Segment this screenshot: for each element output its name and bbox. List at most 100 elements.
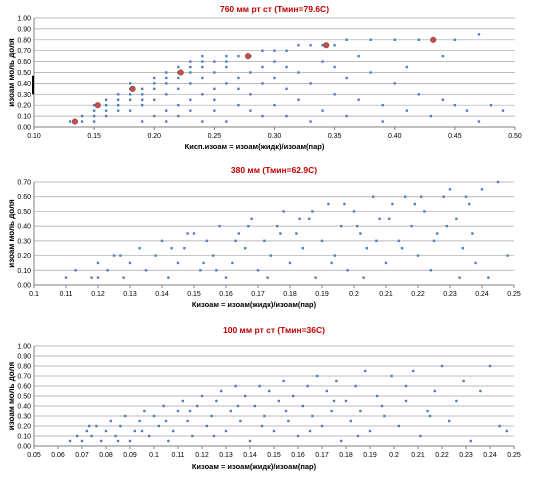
data-point xyxy=(128,439,132,443)
data-point xyxy=(218,224,221,228)
data-point xyxy=(80,114,84,118)
data-point xyxy=(413,202,416,206)
data-point xyxy=(253,404,256,408)
x-tick-label: 0.13 xyxy=(219,452,233,459)
data-point xyxy=(85,429,88,433)
data-point xyxy=(261,49,264,52)
data-point xyxy=(109,419,112,423)
data-point xyxy=(436,232,439,235)
data-point xyxy=(400,247,404,250)
data-point xyxy=(189,98,192,101)
data-point xyxy=(404,195,407,198)
data-point xyxy=(288,261,292,265)
data-point xyxy=(92,104,96,107)
data-point xyxy=(354,384,357,388)
data-point xyxy=(335,379,338,383)
data-point xyxy=(388,217,391,220)
data-point xyxy=(116,93,120,96)
data-point xyxy=(181,399,184,403)
x-tick-label: 0.19 xyxy=(315,291,329,298)
data-point xyxy=(256,269,260,272)
data-point xyxy=(167,276,170,279)
data-point xyxy=(237,54,240,58)
data-point xyxy=(277,399,280,403)
data-point xyxy=(177,65,180,69)
y-axis-label: изоам моль доля xyxy=(7,199,16,268)
x-tick-label: 0.40 xyxy=(388,133,402,140)
y-tick-label: 0.60 xyxy=(17,59,31,66)
x-tick-label: 0.07 xyxy=(75,452,89,459)
data-point xyxy=(112,254,116,257)
data-point xyxy=(80,120,84,123)
data-point xyxy=(325,389,328,393)
x-tick-label: 0.11 xyxy=(171,452,184,459)
y-tick-label: 0.20 xyxy=(17,424,31,431)
data-point xyxy=(100,439,103,443)
data-point xyxy=(321,44,324,47)
y-tick-label: 0.00 xyxy=(17,125,31,132)
data-point xyxy=(309,120,312,123)
data-point xyxy=(352,210,356,213)
data-point xyxy=(464,195,468,198)
data-point xyxy=(448,419,451,423)
data-point xyxy=(116,104,120,107)
data-point xyxy=(144,269,148,272)
y-tick-label: 0.90 xyxy=(17,354,31,361)
y-tick-label: 0.60 xyxy=(17,194,31,201)
data-point xyxy=(160,239,164,243)
data-point xyxy=(391,202,394,206)
data-point xyxy=(205,424,208,428)
data-point xyxy=(68,439,72,443)
x-axis-label: Кисп.изоам = изоам(жидк)/изоам(пар) xyxy=(185,142,325,151)
data-point xyxy=(205,239,208,243)
data-point xyxy=(244,247,247,250)
data-point xyxy=(189,109,192,112)
data-point xyxy=(138,247,141,250)
data-point xyxy=(129,82,132,85)
data-point xyxy=(506,254,509,257)
data-point xyxy=(258,384,261,388)
data-point xyxy=(148,434,151,438)
highlight-point xyxy=(129,85,136,92)
data-point xyxy=(477,120,481,123)
data-point xyxy=(96,276,100,279)
data-point xyxy=(297,44,300,47)
data-point xyxy=(164,419,168,423)
chart-760-svg: 0.000.100.200.300.400.500.600.700.800.90… xyxy=(7,4,522,151)
data-point xyxy=(381,120,384,123)
x-tick-label: 0.14 xyxy=(243,452,257,459)
y-tick-label: 0.70 xyxy=(17,48,31,55)
data-point xyxy=(225,65,228,69)
y-tick-label: 0.90 xyxy=(17,26,31,33)
x-tick-label: 0.11 xyxy=(59,291,72,298)
data-point xyxy=(215,399,218,403)
y-tick-label: 0.50 xyxy=(17,394,31,401)
data-point xyxy=(416,254,420,257)
x-tick-label: 0.18 xyxy=(283,291,297,298)
data-point xyxy=(92,109,96,112)
data-point xyxy=(220,389,223,393)
y-tick-label: 0.30 xyxy=(17,238,31,245)
x-tick-label: 0.45 xyxy=(448,133,462,140)
data-point xyxy=(321,60,324,63)
data-point xyxy=(249,71,252,74)
data-point xyxy=(154,254,157,257)
data-point xyxy=(141,87,144,91)
y-tick-label: 0.70 xyxy=(17,374,31,381)
data-point xyxy=(417,38,420,41)
data-point xyxy=(357,98,360,101)
data-point xyxy=(320,424,324,428)
chart-title: 380 мм (Тмин=62.9С) xyxy=(231,165,317,175)
data-point xyxy=(496,180,500,184)
highlight-point xyxy=(71,118,78,125)
data-point xyxy=(376,394,379,398)
data-point xyxy=(172,429,175,433)
data-point xyxy=(90,434,93,438)
data-point xyxy=(213,60,216,63)
data-point xyxy=(153,114,156,118)
data-point xyxy=(116,98,120,101)
data-point xyxy=(141,120,144,123)
data-point xyxy=(282,210,285,213)
data-point xyxy=(279,232,282,235)
data-point xyxy=(119,424,122,428)
